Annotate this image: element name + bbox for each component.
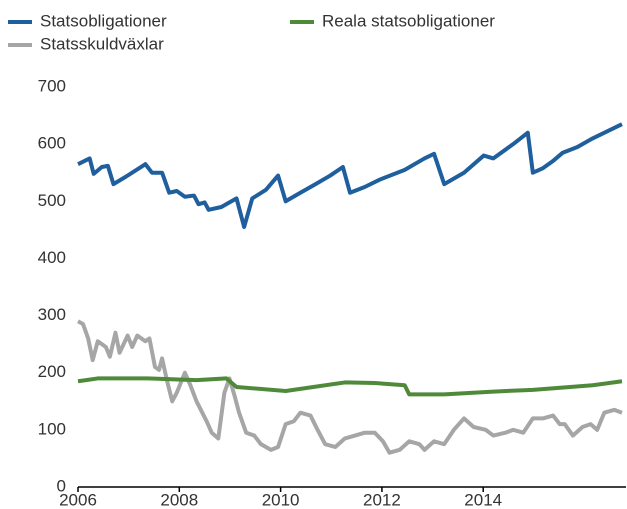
x-tick-label: 2006	[59, 490, 97, 509]
legend-label: Statsobligationer	[40, 11, 167, 30]
y-tick-label: 100	[38, 419, 66, 438]
y-tick-label: 300	[38, 305, 66, 324]
y-tick-label: 600	[38, 134, 66, 153]
y-tick-label: 200	[38, 362, 66, 381]
x-tick-label: 2008	[160, 490, 198, 509]
y-tick-label: 700	[38, 76, 66, 95]
x-tick-label: 2010	[262, 490, 300, 509]
legend-label: Statsskuldväxlar	[40, 34, 164, 53]
series-line	[77, 376, 623, 397]
legend-label: Reala statsobligationer	[322, 11, 495, 30]
y-tick-label: 0	[57, 476, 66, 495]
y-tick-label: 500	[38, 191, 66, 210]
series-line	[77, 122, 623, 229]
series-line	[77, 319, 623, 455]
x-tick-label: 2012	[363, 490, 401, 509]
x-tick-label: 2014	[464, 490, 502, 509]
y-tick-label: 400	[38, 248, 66, 267]
